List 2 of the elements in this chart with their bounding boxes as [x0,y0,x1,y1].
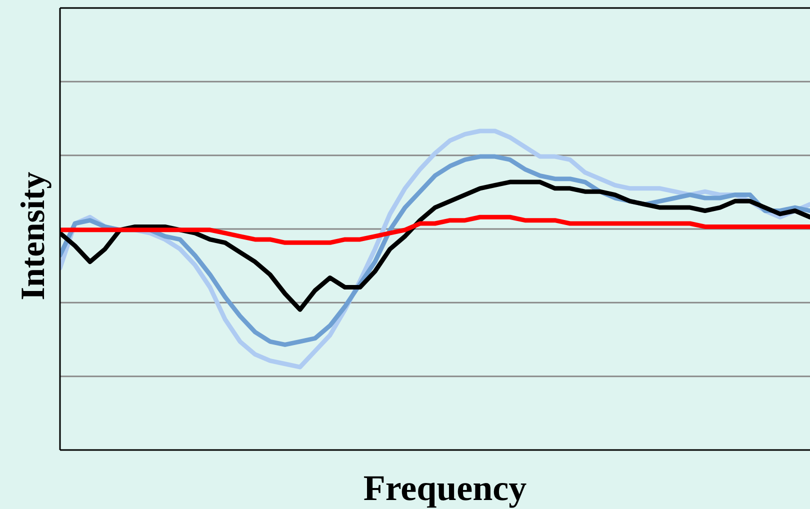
x-axis-title: Frequency [363,468,527,508]
y-axis-title: Intensity [15,172,52,300]
